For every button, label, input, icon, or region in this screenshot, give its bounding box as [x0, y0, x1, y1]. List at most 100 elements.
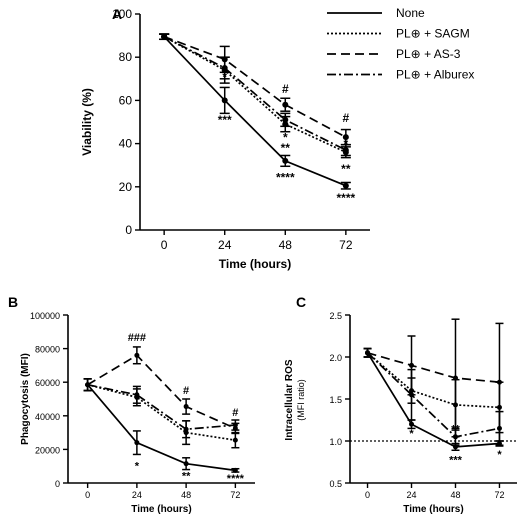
significance-mark: * — [135, 461, 140, 473]
data-point — [282, 157, 289, 164]
x-tick-label: 48 — [279, 238, 293, 252]
series-line — [163, 36, 347, 187]
x-tick-label: 0 — [85, 490, 90, 500]
x-tick-label: 0 — [161, 238, 168, 252]
data-point — [85, 382, 91, 388]
series-3 — [159, 33, 351, 146]
data-point — [409, 362, 415, 368]
panel-a: A 0 20 40 60 80 100 0 24 48 72 Time (hours) Viabilit… — [80, 6, 370, 271]
y-axis-label: Viability (%) — [80, 88, 94, 156]
panel-label: A — [112, 6, 122, 22]
data-point — [342, 134, 349, 141]
data-point — [232, 467, 238, 473]
x-axis-label: Time (hours) — [403, 504, 463, 515]
y-tick-label: 60000 — [35, 378, 60, 388]
data-point — [134, 440, 140, 446]
x-tick-label: 72 — [494, 490, 504, 500]
x-tick-label: 72 — [339, 238, 353, 252]
series-line — [366, 352, 500, 448]
data-point — [452, 434, 458, 440]
panel-label: C — [296, 294, 306, 310]
y-axis-label: Phagocytosis (MFI) — [20, 353, 31, 445]
legend-label: PL⊕ + Alburex — [396, 68, 474, 82]
data-point — [342, 147, 349, 154]
x-tick-label: 48 — [450, 490, 460, 500]
panel-b: B 0 20000 40000 60000 80000 100000 0 24 48 72 Time … — [8, 294, 255, 515]
significance-mark: *** — [218, 113, 232, 127]
series-1 — [159, 33, 351, 190]
data-point — [342, 182, 349, 189]
x-tick-label: 24 — [407, 490, 417, 500]
y-tick-label: 100000 — [30, 311, 60, 321]
significance-mark: # — [343, 111, 350, 125]
series-line — [87, 383, 236, 442]
data-point — [496, 425, 502, 431]
data-point — [183, 461, 189, 467]
series-4 — [363, 347, 504, 446]
x-axis-label: Time (hours) — [219, 257, 291, 271]
panel-c: C 0.5 1.0 1.5 2.0 2.5 0 24 48 72 Time (hours) Intra… — [284, 294, 517, 515]
significance-mark: ** — [451, 424, 460, 436]
data-point — [161, 33, 168, 40]
y-tick-label: 1.5 — [329, 395, 342, 405]
y-tick-label: 20 — [119, 180, 133, 194]
series-line — [163, 35, 347, 138]
data-point — [183, 426, 189, 432]
data-point — [409, 421, 415, 427]
y-axis-label: Intracellular ROS — [284, 359, 295, 440]
significance-mark: # — [183, 385, 189, 397]
series-line — [87, 354, 236, 430]
x-tick-label: 0 — [365, 490, 370, 500]
data-point — [282, 116, 289, 123]
significance-mark: # — [232, 407, 238, 419]
y-tick-label: 0.5 — [329, 479, 342, 489]
series-line — [163, 35, 347, 154]
series-line — [163, 35, 347, 151]
significance-mark: * — [283, 130, 288, 144]
significance-mark: ** — [182, 471, 191, 483]
significance-mark: **** — [337, 191, 356, 205]
data-point — [221, 97, 228, 104]
data-point — [232, 437, 238, 443]
significance-mark: ### — [128, 332, 146, 344]
y-tick-label: 40000 — [35, 412, 60, 422]
series-1 — [363, 347, 504, 451]
data-point — [134, 392, 140, 398]
y-tick-label: 0 — [125, 223, 132, 237]
y-tick-label: 40 — [119, 137, 133, 151]
series-line — [367, 351, 500, 384]
data-point — [134, 352, 140, 358]
x-tick-label: 24 — [132, 490, 142, 500]
y-tick-label: 1.0 — [329, 437, 342, 447]
series-line — [366, 352, 500, 409]
x-tick-label: 72 — [230, 490, 240, 500]
series-4 — [159, 33, 351, 157]
legend-label: PL⊕ + SAGM — [396, 27, 470, 41]
significance-mark: * — [222, 70, 227, 84]
x-tick-label: 48 — [181, 490, 191, 500]
significance-mark: # — [282, 82, 289, 96]
y-tick-label: 2.0 — [329, 353, 342, 363]
significance-mark: * — [497, 449, 502, 461]
y-tick-label: 80000 — [35, 345, 60, 355]
data-point — [409, 392, 415, 398]
significance-mark: ** — [341, 162, 351, 176]
series-line — [86, 384, 236, 472]
significance-mark: *** — [449, 455, 463, 467]
series-2 — [363, 347, 504, 434]
x-axis-label: Time (hours) — [131, 504, 191, 515]
y-tick-label: 80 — [119, 50, 133, 64]
x-tick-label: 24 — [218, 238, 232, 252]
y-tick-label: 2.5 — [329, 311, 342, 321]
significance-mark: * — [409, 428, 414, 440]
significance-mark: ** — [281, 141, 291, 155]
legend-label: None — [396, 6, 425, 20]
data-point — [282, 101, 289, 108]
y-tick-label: 0 — [55, 479, 60, 489]
data-point — [183, 404, 189, 410]
significance-mark: **** — [227, 473, 245, 485]
data-point — [452, 375, 458, 381]
legend-label: PL⊕ + AS-3 — [396, 47, 461, 61]
y-tick-label: 100 — [112, 7, 132, 21]
